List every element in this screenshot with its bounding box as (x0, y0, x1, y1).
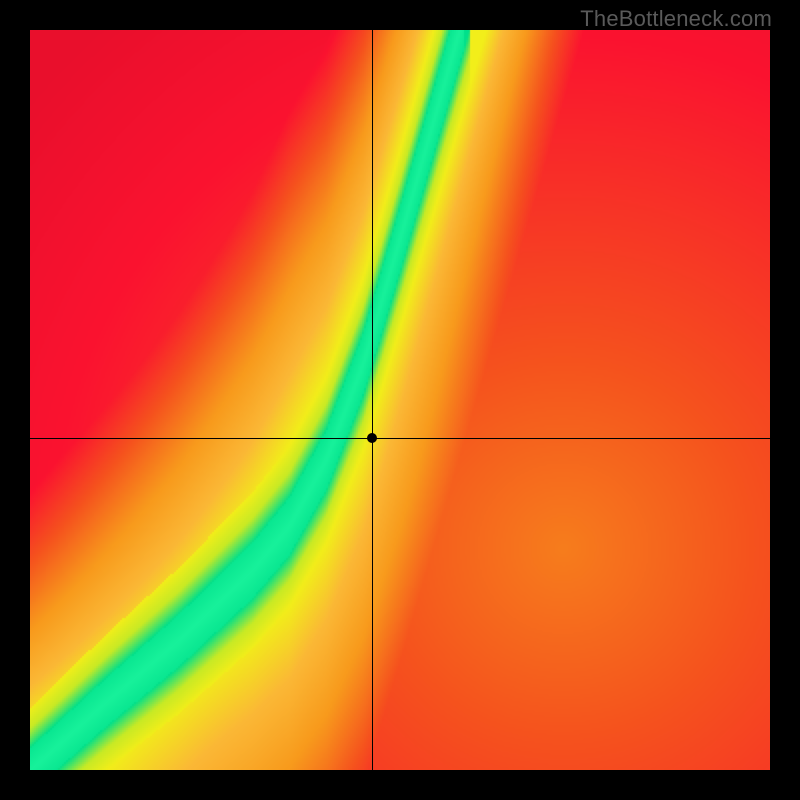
heatmap-plot (30, 30, 770, 770)
marker-dot (367, 433, 377, 443)
crosshair-horizontal (30, 438, 770, 439)
watermark-text: TheBottleneck.com (580, 6, 772, 32)
figure-container: TheBottleneck.com (0, 0, 800, 800)
heatmap-canvas (30, 30, 770, 770)
crosshair-vertical (372, 30, 373, 770)
